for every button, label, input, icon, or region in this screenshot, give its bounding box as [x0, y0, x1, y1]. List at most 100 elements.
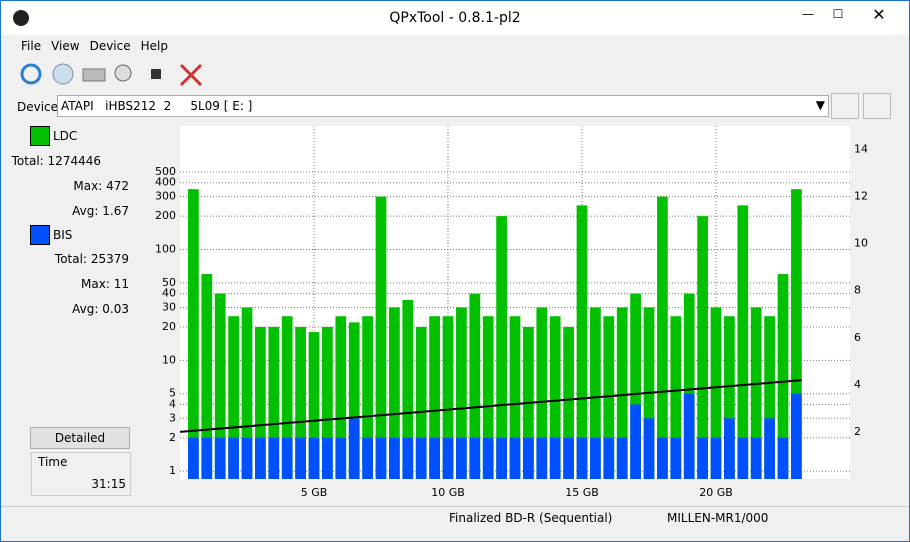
bar	[456, 437, 467, 479]
y2-tick-label: 6	[854, 331, 861, 344]
device-value: ATAPI iHBS212 2 5L09 [ E: ]	[61, 99, 253, 113]
y-tick-label: 1	[169, 464, 176, 477]
menu-item[interactable]: View	[51, 39, 80, 53]
bar	[777, 437, 789, 479]
minimize[interactable]: —	[802, 7, 814, 21]
x-tick-label: 10 GB	[431, 486, 465, 499]
bar	[335, 316, 347, 479]
stat-label: Max:	[81, 277, 110, 291]
refresh-icon[interactable]	[20, 63, 42, 85]
maximize[interactable]: ☐	[832, 7, 844, 21]
bar	[214, 437, 226, 479]
bar	[268, 326, 280, 479]
bar	[737, 437, 749, 479]
bar	[764, 316, 775, 479]
stat-label: Avg:	[72, 204, 99, 218]
ldc-swatch	[30, 126, 50, 146]
bar	[375, 437, 387, 479]
bar	[563, 437, 574, 479]
bar	[268, 437, 280, 479]
bar	[201, 274, 213, 479]
bar	[697, 437, 708, 479]
bar	[255, 437, 266, 479]
bar	[670, 316, 682, 479]
menu-item[interactable]: Device	[89, 39, 131, 53]
time-value: 31:15	[91, 477, 126, 491]
chart: 1234510203040501002003004005002468101214…	[155, 126, 868, 499]
bar	[281, 437, 293, 479]
y-tick-label: 500	[155, 165, 176, 178]
close[interactable]: ✕	[872, 5, 886, 24]
bar	[630, 404, 641, 479]
bar	[362, 316, 373, 479]
bar	[308, 437, 320, 479]
disc-icon[interactable]	[52, 63, 74, 85]
bar	[308, 332, 320, 479]
y-tick-label: 100	[155, 242, 176, 255]
bar	[616, 437, 628, 479]
bar	[442, 437, 454, 479]
bis-total: 25379	[90, 252, 129, 266]
bis-max: 11	[113, 277, 129, 291]
bar	[201, 437, 213, 479]
bar	[482, 316, 494, 479]
device-label: Device:	[17, 100, 63, 114]
eject-button[interactable]	[831, 93, 859, 119]
toolbar-icons	[20, 63, 203, 87]
stop-icon[interactable]	[151, 69, 161, 79]
ldc-total: 1274446	[47, 154, 101, 168]
bar	[576, 437, 588, 479]
y-tick-label: 5	[169, 387, 176, 400]
time-label: Time	[38, 455, 68, 469]
ldc-avg: 1.67	[102, 204, 129, 218]
x-tick-label: 15 GB	[565, 486, 599, 499]
bar	[402, 437, 414, 479]
device-select[interactable]: ATAPI iHBS212 2 5L09 [ E: ] ▼	[57, 95, 829, 117]
bar	[590, 437, 601, 479]
bar	[362, 437, 373, 479]
bar	[228, 316, 239, 479]
ldc-max: 472	[106, 179, 129, 193]
bar	[415, 437, 427, 479]
bar	[402, 300, 414, 479]
title-bar: QPxTool - 0.8.1-pl2 — ☐ ✕	[1, 1, 909, 35]
drive-icon[interactable]	[82, 68, 106, 82]
stat-label: Max:	[73, 179, 103, 193]
y2-tick-label: 12	[854, 190, 868, 203]
window-title: QPxTool - 0.8.1-pl2	[389, 10, 521, 26]
bar	[536, 307, 548, 479]
stat-label: Avg:	[72, 302, 99, 316]
time-box: Time 31:15	[31, 452, 131, 496]
ldc-avg-row: Avg: 1.67	[29, 204, 129, 218]
bis-max-row: Max: 11	[29, 277, 129, 291]
bar	[697, 216, 708, 479]
bar	[348, 418, 360, 479]
bar	[683, 293, 695, 479]
bar	[442, 316, 454, 479]
bar	[523, 437, 534, 479]
menu-item[interactable]: Help	[140, 39, 168, 53]
ldc-name: LDC	[53, 129, 78, 143]
bar	[657, 196, 668, 479]
bar	[750, 437, 762, 479]
menu-bar: File View Device Help	[21, 39, 168, 53]
bar	[415, 326, 427, 479]
bar	[295, 326, 306, 479]
y-tick-label: 2	[169, 431, 176, 444]
x-tick-label: 5 GB	[301, 486, 328, 499]
bar	[389, 307, 400, 479]
bar	[496, 437, 507, 479]
tools-icon[interactable]	[179, 63, 203, 87]
bar	[536, 437, 548, 479]
bar	[750, 307, 762, 479]
bar	[295, 437, 306, 479]
menu-item[interactable]: File	[21, 39, 42, 53]
stat-label: Total:	[54, 252, 87, 266]
detailed-button[interactable]: Detailed	[30, 427, 130, 449]
bis-avg: 0.03	[102, 302, 129, 316]
bar	[429, 437, 440, 479]
bar	[469, 293, 481, 479]
lock-button[interactable]	[863, 93, 891, 119]
scan-icon[interactable]	[114, 64, 132, 82]
